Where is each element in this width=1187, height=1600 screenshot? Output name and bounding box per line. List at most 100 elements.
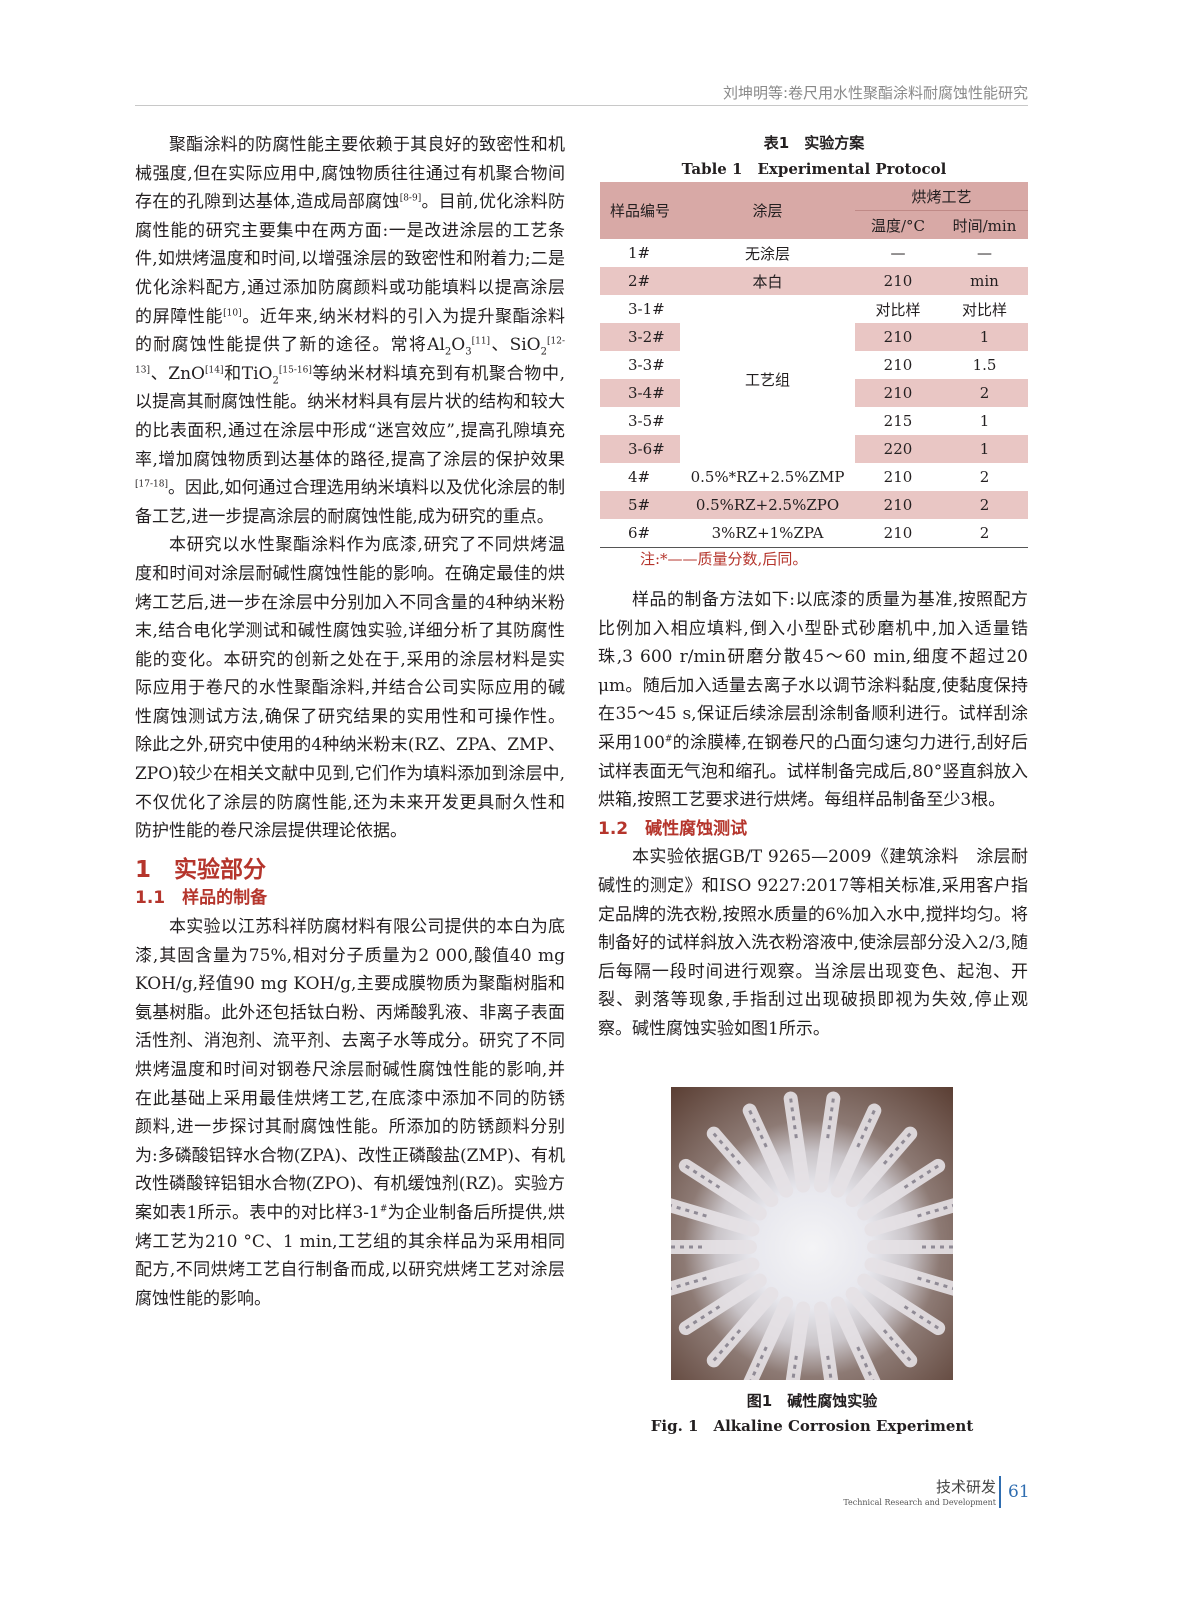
cell-temp: 210 <box>855 491 941 519</box>
table-row: 3-5# 215 1 <box>600 407 1028 435</box>
cell-temp: 210 <box>883 356 913 374</box>
table-note: 注:*——质量分数,后同。 <box>640 550 808 568</box>
text-run: 和TiO <box>223 363 273 384</box>
cell-id: 1# <box>600 239 680 267</box>
left-column: 聚酯涂料的防腐性能主要依赖于其良好的致密性和机械强度,但在实际应用中,腐蚀物质往… <box>135 131 565 1313</box>
sample-tube <box>830 1296 881 1380</box>
cell-temp: 220 <box>855 435 941 463</box>
tube-label <box>913 1204 953 1219</box>
header-rule <box>135 105 1028 106</box>
header-time: 时间/min <box>941 210 1028 239</box>
tube-label <box>880 1326 912 1362</box>
tube-label <box>671 1275 711 1290</box>
text-run: 为企业制备后所提供,烘烤工艺为210 °C、1 min,工艺组的其余样品为采用相… <box>135 1202 565 1309</box>
footer-divider <box>999 1476 1001 1508</box>
superscript: [17-18] <box>135 479 168 490</box>
cell-id: 6# <box>600 519 680 547</box>
running-header: 刘坤明等:卷尺用水性聚酯涂料耐腐蚀性能研究 <box>722 84 1028 102</box>
cell-time: 对比样 <box>961 300 1007 319</box>
cell-id: 3-3# <box>600 351 680 379</box>
cell-temp: 210 <box>855 379 941 407</box>
text-run: 的涂膜棒,在钢卷尺的凸面匀速匀力进行,刮好后试样表面无气泡和缩孔。试样制备完成后… <box>598 732 1028 811</box>
table-caption-cn: 表1 实验方案 <box>763 134 865 152</box>
id-text: 3-6# <box>628 440 665 458</box>
right-column: 样品的制备方法如下:以底漆的质量为基准,按照配方比例加入相应填料,倒入小型卧式砂… <box>598 586 1028 1044</box>
tube-label <box>913 1275 953 1290</box>
sample-tube <box>678 1158 767 1221</box>
cell-temp: 210 <box>855 323 941 351</box>
cell-temp: 210 <box>883 524 913 542</box>
cell-time: min <box>941 267 1028 295</box>
id-text: 3-3# <box>628 356 665 374</box>
footer-section-en: Technical Research and Development <box>843 1498 996 1507</box>
sample-tube <box>864 1198 953 1237</box>
sample-tube <box>785 1301 811 1380</box>
id-text: 3-5# <box>628 412 665 430</box>
text-run: O <box>451 335 466 356</box>
subscript: 2 <box>540 346 547 358</box>
section-heading-1: 1 实验部分 <box>135 856 267 883</box>
cell-temp: 215 <box>883 412 913 430</box>
sample-tube <box>857 1158 946 1221</box>
cell-coating: 无涂层 <box>744 244 790 263</box>
sample-tube <box>671 1198 760 1237</box>
superscript: [15-16] <box>278 365 312 376</box>
tube-label <box>880 1132 912 1168</box>
text-run: 本实验依据GB/T 9265—2009《建筑涂料 涂层耐碱性的测定》和ISO 9… <box>598 847 1028 1039</box>
footer-section-cn: 技术研发 <box>935 1478 996 1496</box>
sample-tube <box>783 1091 811 1193</box>
subscript: 3 <box>465 346 472 358</box>
tube-label <box>712 1326 744 1362</box>
sample-tube <box>857 1273 946 1336</box>
sample-tube <box>845 1286 918 1368</box>
id-text: 5# <box>628 496 651 514</box>
tube-label <box>789 1098 799 1143</box>
text-run: 本实验以江苏科祥防腐材料有限公司提供的本白为底漆,其固含量为75%,相对分子质量… <box>135 917 565 1223</box>
header-id: 样品编号 <box>600 182 680 239</box>
superscript: # <box>664 734 673 745</box>
tube-label <box>685 1303 724 1330</box>
text-run: 等纳米材料填充到有机聚合物中,以提高其耐腐蚀性能。纳米材料具有层片状的结构和较大… <box>135 363 566 470</box>
table-row: 2# 本白 210 min <box>600 267 1028 295</box>
cell-temp: 对比样 <box>875 300 921 319</box>
table-row: 1# 无涂层 — — <box>600 239 1028 267</box>
cell-coating: 3%RZ+1%ZPA <box>711 524 824 542</box>
tubes-illustration <box>671 1091 953 1380</box>
paragraph-intro-2: 本研究以水性聚酯涂料作为底漆,研究了不同烘烤温度和时间对涂层耐碱性腐蚀性能的影响… <box>135 531 565 846</box>
page-number: 61 <box>1008 1482 1030 1502</box>
cell-id: 3-6# <box>600 435 680 463</box>
sample-tube <box>864 1257 953 1296</box>
superscript: # <box>379 1204 388 1215</box>
superscript: [14] <box>204 365 224 376</box>
sample-tube <box>813 1091 841 1193</box>
sample-tube <box>742 1103 794 1198</box>
header-bake: 烘烤工艺 <box>855 182 1028 211</box>
id-text: 6# <box>628 524 651 542</box>
sample-tube <box>845 1126 918 1208</box>
cell-temp: 210 <box>883 468 913 486</box>
id-text: 3-1# <box>628 300 665 318</box>
cell-coating: 0.5%RZ+2.5%ZPO <box>680 491 855 519</box>
cell-coating: 工艺组 <box>744 370 790 389</box>
subscript: 2 <box>444 346 452 358</box>
header-coating: 涂层 <box>680 182 855 239</box>
id-text: 3-4# <box>628 384 665 402</box>
cell-id: 3-1# <box>600 295 680 323</box>
text-run: 本研究以水性聚酯涂料作为底漆,研究了不同烘烤温度和时间对涂层耐碱性腐蚀性能的影响… <box>135 535 565 842</box>
experimental-table: 样品编号 涂层 烘烤工艺 温度/°C 时间/min 1# 无涂层 — —2# 本白 210… <box>600 182 1028 548</box>
paragraph-alkaline-test: 本实验依据GB/T 9265—2009《建筑涂料 涂层耐碱性的测定》和ISO 9… <box>598 843 1028 1043</box>
cell-id: 3-2# <box>600 323 680 351</box>
superscript: [12-13] <box>135 336 565 376</box>
id-text: 2# <box>628 272 651 290</box>
table-row: 5# 0.5%RZ+2.5%ZPO 210 2 <box>600 491 1028 519</box>
figure-alkaline-corrosion-photo <box>671 1087 953 1380</box>
sample-tube <box>813 1301 839 1380</box>
cell-time: 1 <box>941 435 1028 463</box>
tube-label <box>671 1204 711 1219</box>
id-text: 4# <box>628 468 651 486</box>
text-run: 。近年来,纳米材料的引入为提升聚酯涂料的耐腐蚀性能提供了新的途径。常将Al <box>135 306 566 356</box>
cell-time: 1 <box>941 323 1028 351</box>
cell-id: 4# <box>600 463 680 491</box>
cell-time: 2 <box>941 379 1028 407</box>
sample-tube <box>706 1286 779 1368</box>
